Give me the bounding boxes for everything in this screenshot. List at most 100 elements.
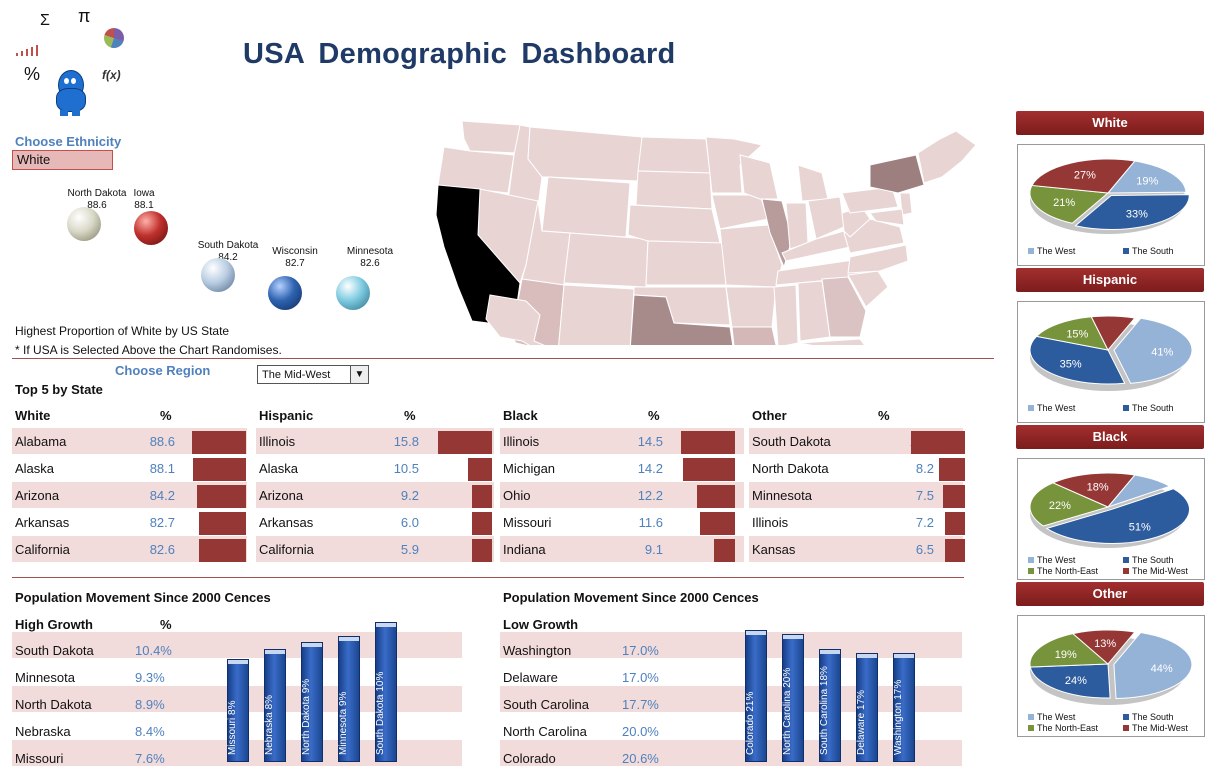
pie-slice xyxy=(1029,633,1110,668)
chevron-down-icon[interactable]: ▼ xyxy=(350,366,368,383)
column-bar-label: Colorado 21% xyxy=(745,691,756,755)
pie-slice xyxy=(1029,335,1126,385)
legend-label: The Mid-West xyxy=(1132,566,1188,576)
table-cell-value: 20.0% xyxy=(622,724,659,739)
column-bar-label: Missouri 8% xyxy=(227,700,238,755)
bar-mark xyxy=(468,458,492,481)
bubble-label-wisconsin: Wisconsin 82.7 xyxy=(272,246,318,269)
table-cell-state: Ohio xyxy=(503,488,531,503)
map-state-indiana xyxy=(785,202,809,250)
map-state-texas xyxy=(629,294,734,345)
bar-mark xyxy=(438,431,492,454)
region-dropdown[interactable]: The Mid-West ▼ xyxy=(257,365,369,384)
map-state-south-carolina xyxy=(847,270,889,308)
legend-swatch xyxy=(1123,568,1129,574)
table-row-stripe xyxy=(500,632,962,658)
pie-slice-label: 44% xyxy=(1151,663,1173,675)
column-bar-label: Minnesota 9% xyxy=(338,691,349,755)
bar-mark xyxy=(700,512,735,535)
table-cell-value: 8.2 xyxy=(915,461,934,476)
legend-label: The South xyxy=(1132,712,1174,722)
table-cell-state: Delaware xyxy=(503,670,558,685)
pie-slice xyxy=(1113,317,1193,384)
map-state-new-england xyxy=(917,130,977,184)
table-cell-value: 11.6 xyxy=(638,515,663,530)
pie-banner-black: Black xyxy=(1016,425,1204,449)
legend-swatch xyxy=(1123,405,1129,411)
mini-pie-icon xyxy=(104,28,124,48)
map-state-louisiana xyxy=(731,326,777,345)
legend-swatch xyxy=(1028,405,1034,411)
pie-banner-hispanic: Hispanic xyxy=(1016,268,1204,292)
pie-box-other: 44% 24% 19% 13% The West The South The North-E… xyxy=(1017,615,1205,737)
map-state-washington xyxy=(461,120,521,154)
table-cell-state: Indiana xyxy=(503,542,546,557)
map-state-colorado xyxy=(563,232,649,288)
bar-mark xyxy=(199,539,246,562)
movement-title-high: Population Movement Since 2000 Cences xyxy=(15,590,271,605)
bar-mark xyxy=(943,485,965,508)
map-state-north-carolina xyxy=(847,244,909,274)
map-state-wisconsin xyxy=(739,154,779,200)
table-cell-value: 82.6 xyxy=(149,542,175,557)
pie-slice xyxy=(1051,472,1136,508)
table-cell-state: Arizona xyxy=(15,488,60,503)
table-row-stripe xyxy=(500,740,962,766)
bar-mark xyxy=(472,485,492,508)
table-cell-value: 9.3% xyxy=(135,670,165,685)
table-cell-state: North Carolina xyxy=(503,724,587,739)
table-cell-value: 12.2 xyxy=(637,488,663,503)
map-state-minnesota xyxy=(705,136,764,194)
bubble-south-dakota xyxy=(201,258,235,292)
pie-box-hispanic: 41% 35% 15% The West The South xyxy=(1017,301,1205,423)
pi-icon: π xyxy=(78,6,91,26)
bar-mark xyxy=(192,431,246,454)
table-cell-state: South Dakota xyxy=(752,434,831,449)
column-bar-label: North Carolina 20% xyxy=(782,667,793,755)
column-bar-label: Washington 17% xyxy=(893,679,904,755)
legend-label: The South xyxy=(1132,403,1174,413)
column-bar: Minnesota 9% xyxy=(338,636,360,762)
bubble-iowa xyxy=(134,211,168,245)
table-row-stripe xyxy=(500,536,744,562)
notes-line-2: * If USA is Selected Above the Chart Ran… xyxy=(15,343,282,357)
table-cell-state: North Dakota xyxy=(752,461,829,476)
table-row-stripe xyxy=(500,686,962,712)
column-bar-label: North Dakota 9% xyxy=(301,678,312,755)
pie-slice-label: 19% xyxy=(1055,649,1077,661)
column-bar: Nebraska 8% xyxy=(264,649,286,762)
table-cell-state: Kansas xyxy=(752,542,796,557)
legend-label: The South xyxy=(1132,555,1174,565)
table-cell-value: 8.4% xyxy=(135,724,165,739)
legend-swatch xyxy=(1028,725,1034,731)
top5-header-hispanic: Hispanic xyxy=(259,408,314,423)
table-cell-state: Arizona xyxy=(259,488,304,503)
column-bar: Delaware 17% xyxy=(856,653,878,762)
bar-mark xyxy=(472,539,492,562)
low-growth-header: Low Growth xyxy=(503,617,579,632)
pie-slice-label: 24% xyxy=(1065,675,1087,687)
table-cell-value: 6.0 xyxy=(400,515,419,530)
notes-line-1: Highest Proportion of White by US State xyxy=(15,324,230,338)
legend-label: The West xyxy=(1037,712,1076,722)
table-cell-state: Missouri xyxy=(503,515,552,530)
function-icon: f(x) xyxy=(102,68,121,82)
map-state-new-mexico xyxy=(558,284,635,345)
legend-label: The West xyxy=(1037,246,1076,256)
table-cell-value: 8.9% xyxy=(135,697,165,712)
table-cell-value: 10.5 xyxy=(393,461,419,476)
bubble-minnesota xyxy=(336,276,370,310)
legend-swatch xyxy=(1123,714,1129,720)
table-cell-state: Illinois xyxy=(259,434,296,449)
table-cell-state: Arkansas xyxy=(15,515,70,530)
legend-label: The Mid-West xyxy=(1132,723,1188,733)
top5-tables: White% Alabama 88.6 Alaska 88.1 Arizona 84.2 Ar… xyxy=(0,400,990,570)
table-cell-value: 17.7% xyxy=(622,697,659,712)
pie-slice-label: 33% xyxy=(1126,208,1148,220)
bar-mark xyxy=(193,458,246,481)
table-cell-state: California xyxy=(15,542,70,557)
ethnicity-select[interactable]: White xyxy=(12,150,113,170)
pie-panel: White 19% 33% 21% 27% The West The South Hispan… xyxy=(1010,108,1206,774)
bubble-label-minnesota: Minnesota 82.6 xyxy=(346,246,394,269)
percent-icon: % xyxy=(24,64,41,84)
